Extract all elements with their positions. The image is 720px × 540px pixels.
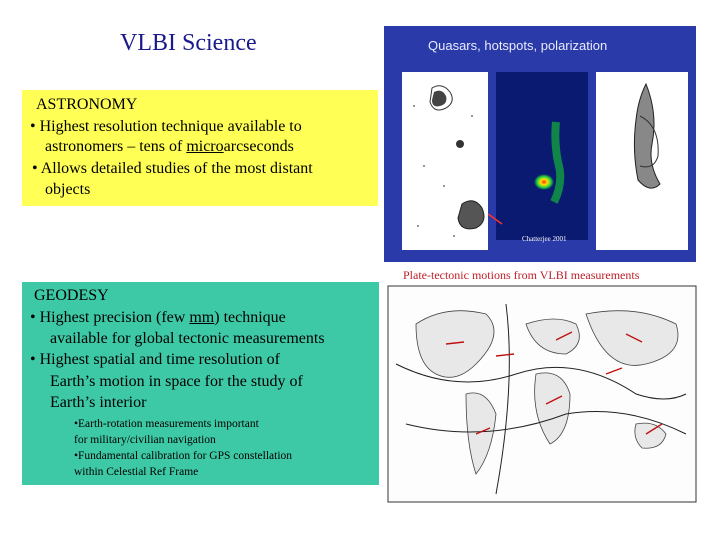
geodesy-sub-bullet-1: •Earth-rotation measurements important bbox=[74, 418, 259, 430]
quasar-image: Quasars, hotspots, polarization C bbox=[384, 26, 696, 262]
geodesy-sub-bullet-1-cont: for military/civilian navigation bbox=[74, 434, 216, 446]
astronomy-bullet-1: • Highest resolution technique available… bbox=[30, 118, 302, 135]
geodesy-box: GEODESY • Highest precision (few mm) tec… bbox=[22, 282, 379, 485]
geodesy-bullet-1-cont: available for global tectonic measuremen… bbox=[50, 330, 325, 347]
astronomy-bullet-1-cont: astronomers – tens of microarcseconds bbox=[45, 138, 294, 155]
jet-image bbox=[496, 72, 588, 240]
geodesy-bullet-1: • Highest precision (few mm) technique bbox=[30, 309, 286, 326]
quasar-panels bbox=[402, 72, 688, 250]
slide-title: VLBI Science bbox=[120, 30, 257, 56]
geodesy-bullet-2: • Highest spatial and time resolution of bbox=[30, 351, 280, 368]
astronomy-heading: ASTRONOMY bbox=[36, 96, 138, 113]
geodesy-heading: GEODESY bbox=[34, 287, 109, 304]
map-caption: Plate-tectonic motions from VLBI measure… bbox=[403, 268, 640, 282]
astronomy-bullet-2-cont: objects bbox=[45, 181, 91, 198]
geodesy-bullet-2-cont-2: Earth’s interior bbox=[50, 394, 147, 411]
geodesy-sub-bullet-2: •Fundamental calibration for GPS constel… bbox=[74, 450, 293, 462]
astronomy-bullet-2: • Allows detailed studies of the most di… bbox=[32, 160, 313, 177]
image-credit: Chatterjee 2001 bbox=[522, 235, 567, 243]
geodesy-sub-bullet-2-cont: within Celestial Ref Frame bbox=[74, 466, 199, 478]
world-map bbox=[387, 285, 697, 503]
astronomy-box: ASTRONOMY • Highest resolution technique… bbox=[22, 90, 378, 206]
quasar-image-title: Quasars, hotspots, polarization bbox=[428, 38, 608, 53]
plate-tectonic-map bbox=[386, 284, 698, 504]
geodesy-bullet-2-cont-1: Earth’s motion in space for the study of bbox=[50, 373, 303, 390]
